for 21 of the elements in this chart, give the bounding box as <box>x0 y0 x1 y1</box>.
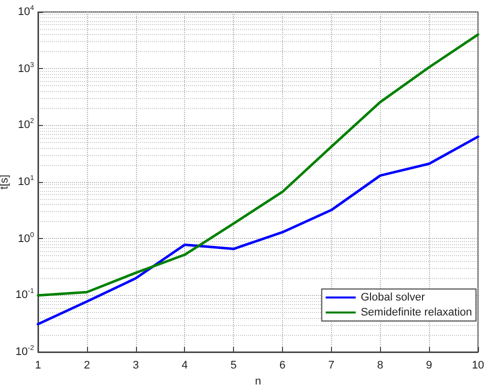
x-tick-label: 8 <box>377 360 384 372</box>
y-tick-label: 10$^{-2}$ <box>16 345 34 359</box>
y-tick-label: 10$^{-1}$ <box>16 288 34 302</box>
x-tick-label: 6 <box>279 360 286 372</box>
y-tick-label: 10$^{0}$ <box>18 232 34 246</box>
y-tick-label: 10$^{1}$ <box>18 175 34 189</box>
y-tick-label: 10$^{3}$ <box>18 62 34 76</box>
x-axis-title: n <box>254 375 262 386</box>
line-series <box>36 135 480 326</box>
x-tick-label: 7 <box>328 360 334 372</box>
legend-label: Semidefinite relaxation <box>360 306 472 318</box>
x-tick-label: 1 <box>34 360 42 372</box>
x-tick-label: 2 <box>84 360 90 372</box>
y-tick-label: 10$^{2}$ <box>18 118 34 132</box>
y-tick-label: 10$^{4}$ <box>18 5 34 19</box>
x-tick-label: 4 <box>182 360 188 372</box>
x-tick-label: 10 <box>472 360 484 372</box>
x-tick-label: 9 <box>426 360 432 372</box>
x-tick-label: 5 <box>230 360 237 372</box>
x-tick-label: 3 <box>132 360 139 372</box>
legend-label: Global solver <box>360 292 426 304</box>
